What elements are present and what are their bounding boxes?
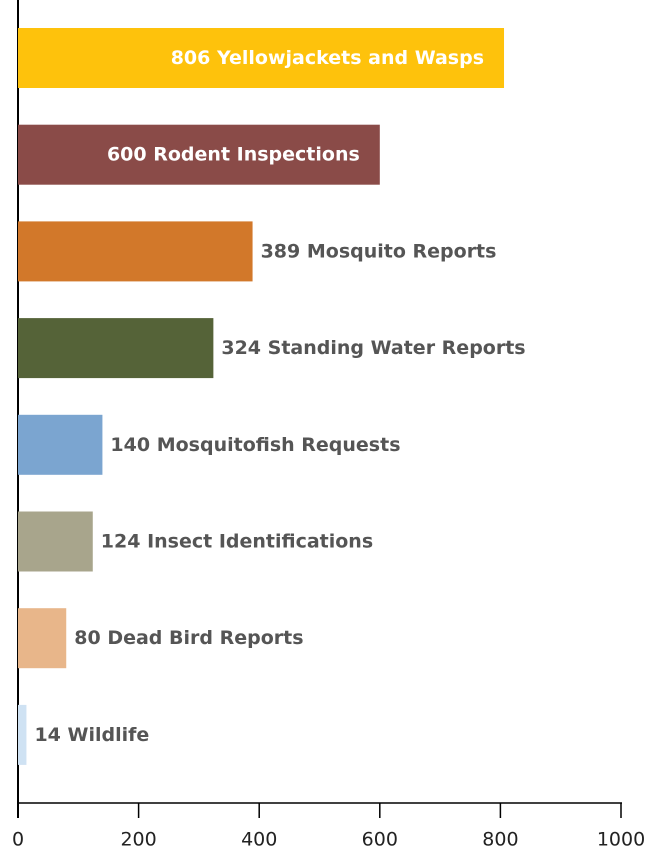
x-tick-label: 600 [362, 829, 398, 851]
bar-label: 140 Mosquitofish Requests [110, 433, 400, 455]
bar-label: 124 Insect Identifications [101, 530, 373, 552]
x-tick-label: 0 [12, 829, 24, 851]
x-tick-label: 1000 [597, 829, 645, 851]
x-tick-label: 200 [120, 829, 156, 851]
x-tick-label: 400 [241, 829, 277, 851]
bar-category: Wildlife [68, 723, 150, 745]
bar-label: 80 Dead Bird Reports [74, 627, 303, 649]
bar-value: 140 [110, 433, 150, 455]
bar-category: Yellowjackets and Wasps [216, 47, 484, 69]
bar-value: 806 [171, 47, 211, 69]
bar [18, 124, 380, 185]
bar-label: 14 Wildlife [34, 723, 149, 745]
bar-category: Standing Water Reports [268, 337, 526, 359]
bar-value: 324 [221, 337, 261, 359]
bar-value: 389 [261, 240, 301, 262]
bar-category: Mosquito Reports [307, 240, 497, 262]
bar-value: 80 [74, 627, 100, 649]
bar [18, 414, 103, 475]
bar-category: Mosquitofish Requests [157, 433, 401, 455]
bar-value: 124 [101, 530, 141, 552]
bar-label: 806 Yellowjackets and Wasps [171, 47, 484, 69]
bar-value: 600 [107, 143, 147, 165]
bar-label: 324 Standing Water Reports [221, 337, 525, 359]
bar [18, 221, 253, 282]
bar [18, 318, 214, 379]
bar-category: Rodent Inspections [153, 143, 360, 165]
bar-category: Dead Bird Reports [107, 627, 303, 649]
bar [18, 704, 27, 765]
x-tick-label: 800 [482, 829, 518, 851]
bar [18, 28, 505, 88]
bar [18, 511, 93, 572]
bar-value: 14 [34, 723, 60, 745]
bar [18, 608, 67, 669]
bar-label: 600 Rodent Inspections [107, 143, 360, 165]
bar-label: 389 Mosquito Reports [261, 240, 497, 262]
bar-category: Insect Identifications [147, 530, 373, 552]
